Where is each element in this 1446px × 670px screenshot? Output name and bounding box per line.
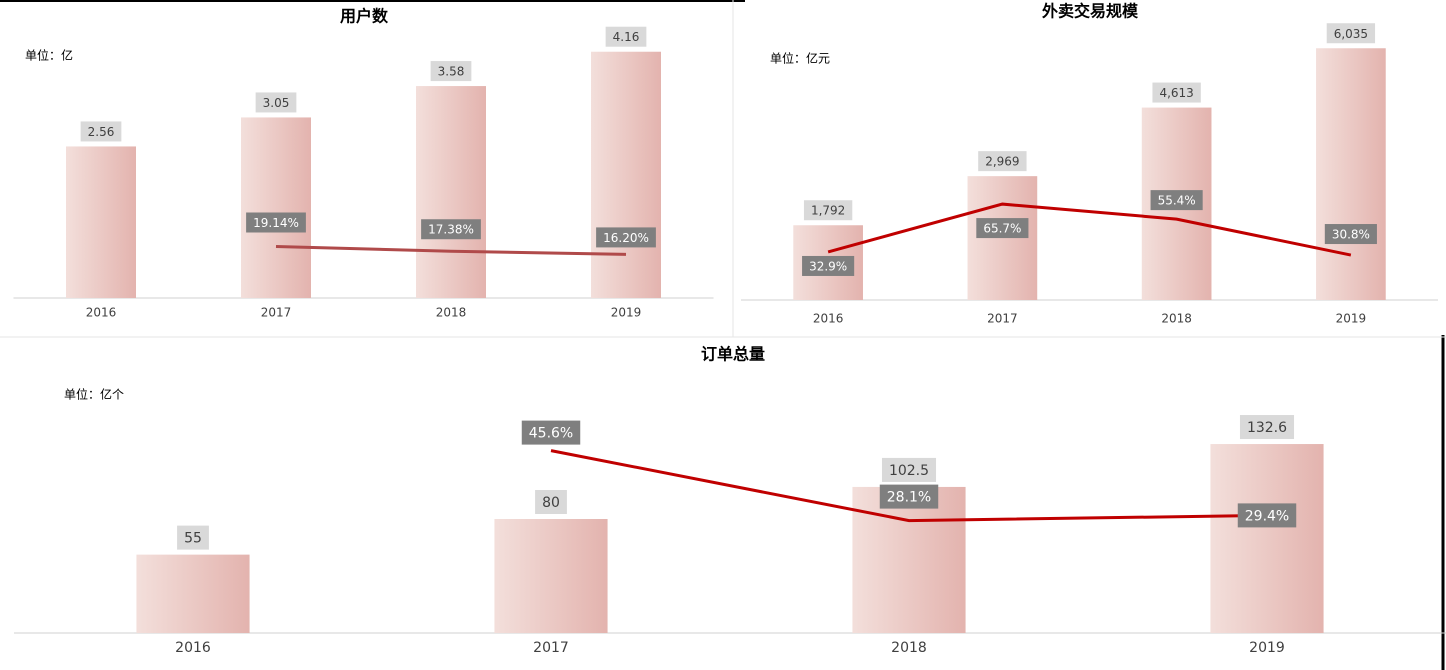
bar-value-label: 55 [184,531,202,547]
x-tick-label: 2019 [1249,640,1285,656]
bar [591,51,661,299]
bar-value-label-group: 102.5 [881,457,937,482]
bar-value-label-box [881,457,937,482]
bar-value-label-box [1152,82,1201,103]
x-tick-label: 2018 [436,306,467,320]
bar-value-label-box [430,61,472,82]
line-value-label: 28.1% [887,490,931,506]
unit-label: 单位：亿元 [770,51,830,66]
bar-value-label: 132.6 [1247,420,1287,436]
bar-value-label-group: 2,969 [978,151,1027,172]
bar-value-label-box [1239,415,1295,440]
chart-title: 外卖交易规模 [1041,2,1139,21]
line-value-label-group: 45.6% [521,420,581,445]
x-tick-label: 2016 [813,312,844,326]
line-value-label-group: 32.9% [802,255,855,276]
bar-value-label: 2.56 [88,125,115,139]
bar-value-label-group: 6,035 [1326,23,1376,44]
bar [66,146,136,298]
line-value-label-group: 65.7% [976,218,1029,239]
line-value-label-group: 28.1% [879,484,939,509]
x-tick-label: 2017 [987,312,1018,326]
bar-value-label-box [803,200,853,221]
line-value-label: 45.6% [529,426,573,442]
line [827,202,1352,257]
line-value-label: 16.20% [603,231,649,245]
bar-value-label: 4.16 [613,30,640,44]
line [550,449,1268,523]
line-value-label-group: 55.4% [1150,190,1203,211]
chart-title: 用户数 [340,7,389,26]
line-value-label-box [596,227,656,248]
line-value-label: 17.38% [428,223,474,237]
line-value-label-box [802,255,855,276]
bar-value-label: 3.58 [438,65,465,79]
bar [852,486,966,633]
bar-value-label-group: 80 [535,490,567,514]
chart-title: 订单总量 [701,345,765,364]
bar [1210,444,1324,633]
line-value-label-group: 19.14% [246,212,306,233]
line-value-label: 65.7% [983,222,1021,236]
unit-label: 单位：亿个 [64,387,124,402]
bar-value-label: 102.5 [889,463,929,479]
x-tick-label: 2019 [1336,312,1367,326]
bar-value-label-group: 4,613 [1152,82,1201,103]
line-value-label-box [1237,503,1297,528]
line-value-label: 32.9% [809,259,847,273]
bar-value-label-group: 4.16 [605,26,647,47]
x-tick-label: 2017 [533,640,569,656]
bar-value-label-box [177,525,209,550]
line-value-label-box [879,484,939,509]
bar-value-label-group: 1,792 [803,200,853,221]
x-tick-label: 2018 [1161,312,1192,326]
bar [494,519,608,633]
bar-value-label: 80 [542,495,560,511]
line-value-label-box [521,420,581,445]
line-value-label-box [976,218,1029,239]
bar-value-label-group: 132.6 [1239,415,1295,440]
x-tick-label: 2019 [611,306,642,320]
bar [1316,48,1386,300]
bar-value-label-box [1326,23,1376,44]
x-tick-label: 2016 [175,640,211,656]
line-value-label-group: 17.38% [421,219,481,240]
line [275,244,627,256]
bar-value-label: 3.05 [263,96,290,110]
line-value-label: 19.14% [253,216,299,230]
unit-label: 单位：亿 [25,48,73,63]
bar [241,117,311,298]
x-tick-label: 2017 [261,306,292,320]
bar-value-label-group: 3.58 [430,61,472,82]
bar-value-label-box [80,121,122,142]
bar-value-label-box [535,490,567,514]
bar-value-label-box [605,26,647,47]
bar-value-label: 6,035 [1334,27,1368,41]
bar-value-label-box [978,151,1027,172]
line-value-label: 30.8% [1332,228,1370,242]
line-value-label-box [1324,224,1377,245]
line-value-label-box [421,219,481,240]
line-value-label-group: 30.8% [1324,224,1377,245]
bar-value-label-group: 55 [177,525,209,550]
line-value-label-box [1150,190,1203,211]
line-value-label: 29.4% [1245,508,1289,524]
x-tick-label: 2018 [891,640,927,656]
bar-value-label: 2,969 [985,155,1019,169]
bar [136,554,250,633]
bar-value-label-group: 3.05 [255,92,297,113]
bar-value-label: 1,792 [811,204,845,218]
bar-value-label: 4,613 [1159,86,1193,100]
bar [416,86,486,299]
line-value-label-group: 16.20% [596,227,656,248]
line-value-label-group: 29.4% [1237,503,1297,528]
bar-value-label-group: 2.56 [80,121,122,142]
line-value-label: 55.4% [1158,194,1196,208]
line-value-label-box [246,212,306,233]
bar-value-label-box [255,92,297,113]
x-tick-label: 2016 [86,306,117,320]
